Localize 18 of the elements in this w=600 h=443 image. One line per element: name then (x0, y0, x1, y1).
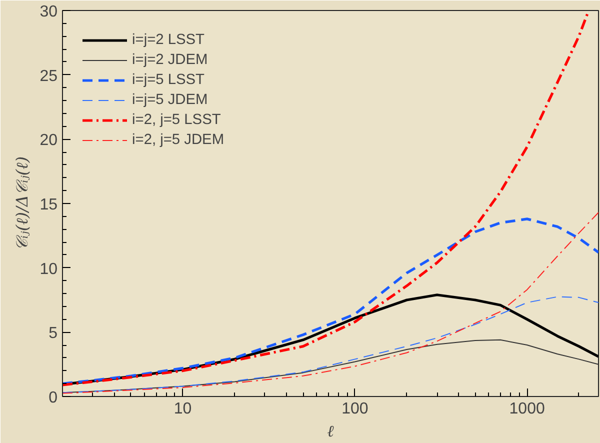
legend-label: i=2, j=5 JDEM (132, 132, 224, 148)
x-tick-label: 100 (342, 400, 368, 418)
legend-label: i=j=2 LSST (132, 32, 205, 48)
legend-label: i=j=2 JDEM (132, 52, 208, 68)
x-tick-label: 1000 (509, 400, 545, 418)
y-tick-label: 15 (40, 196, 58, 214)
y-tick-label: 5 (48, 325, 58, 342)
y-tick-label: 30 (40, 4, 58, 20)
legend-label: i=j=5 JDEM (132, 92, 208, 108)
x-axis-title: ℓ (327, 422, 334, 440)
y-tick-label: 20 (40, 132, 58, 150)
legend-label: i=2, j=5 LSST (132, 112, 221, 128)
y-tick-label: 10 (40, 260, 58, 278)
y-axis-title: 𝒞ᵢⱼ(ℓ)/Δ𝒞ᵢⱼ(ℓ) (12, 156, 32, 251)
legend-label: i=j=5 LSST (132, 72, 205, 88)
y-tick-label: 0 (48, 390, 58, 406)
y-tick-label: 25 (40, 68, 58, 85)
x-tick-label: 10 (174, 400, 192, 418)
